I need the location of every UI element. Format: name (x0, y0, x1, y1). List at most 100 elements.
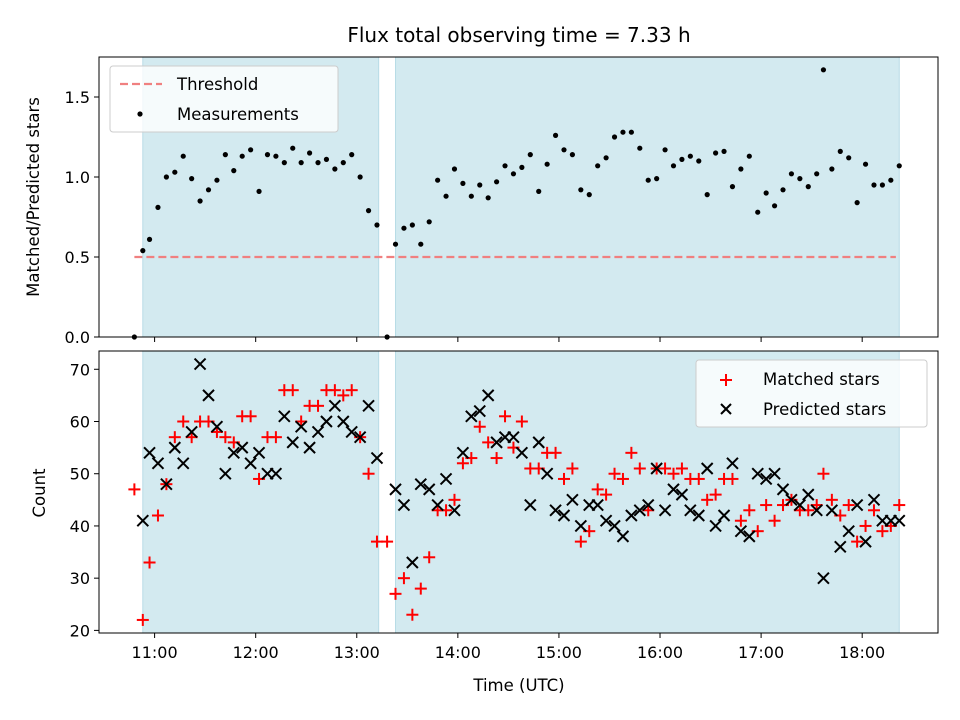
legend-threshold-label: Threshold (176, 75, 258, 94)
measurement-point (814, 171, 820, 177)
predicted-stars-point (465, 410, 478, 423)
measurement-point (746, 153, 752, 159)
matched-stars-point (667, 467, 680, 480)
predicted-stars-point (269, 467, 283, 480)
predicted-stars-point (337, 415, 350, 428)
predicted-stars-point (734, 524, 748, 538)
matched-stars-point (337, 389, 350, 402)
predicted-stars-point (431, 498, 444, 512)
measurement-point (837, 148, 843, 154)
x-tick-label: 18:00 (839, 643, 885, 662)
measurement-point (670, 163, 677, 169)
predicted-stars-point (658, 504, 672, 517)
x-axis-label: Time (UTC) (472, 676, 564, 695)
legend-predicted-swatch (720, 403, 732, 415)
legend-measurements-swatch (137, 111, 143, 117)
matched-stars-point (616, 472, 629, 485)
matched-stars-point (456, 457, 469, 470)
predicted-stars-point (185, 425, 198, 439)
predicted-stars-point (389, 483, 402, 496)
measurement-point (595, 163, 601, 169)
measurement-point (654, 176, 660, 182)
predicted-stars-point (692, 509, 705, 522)
predicted-stars-point (177, 457, 190, 470)
predicted-stars-point (574, 519, 588, 533)
measurement-point (323, 156, 330, 162)
predicted-stars-point (490, 436, 503, 449)
matched-stars-point (743, 504, 756, 517)
predicted-stars-point (591, 498, 604, 512)
matched-stars-point (473, 420, 486, 433)
predicted-stars-point (473, 404, 486, 418)
matched-stars-point (490, 452, 503, 465)
y-tick-label: 70 (70, 360, 90, 379)
matched-stars-point (128, 483, 141, 496)
predicted-stars-point (675, 488, 689, 501)
measurement-point (854, 200, 860, 206)
measurement-point (896, 163, 902, 169)
predicted-stars-point (227, 446, 240, 460)
matched-stars-point (760, 499, 773, 512)
predicted-stars-point (599, 514, 613, 527)
predicted-stars-point (642, 498, 655, 512)
x-tick-label: 17:00 (738, 643, 784, 662)
predicted-stars-point (252, 446, 266, 460)
measurement-point (281, 160, 287, 166)
top-panel-frame (98, 56, 939, 338)
measurement-point (519, 164, 525, 170)
predicted-stars-point (524, 498, 537, 512)
predicted-stars-point (667, 483, 680, 496)
measurement-point (645, 177, 651, 183)
predicted-stars-point (867, 493, 881, 507)
measurement-point (755, 209, 761, 215)
x-tick-label: 14:00 (435, 643, 481, 662)
matched-stars-point (825, 493, 838, 506)
predicted-stars-point (717, 509, 731, 522)
measurement-point (704, 192, 710, 198)
predicted-stars-point (566, 493, 579, 507)
measurement-point (510, 171, 517, 177)
y-tick-label: 60 (70, 413, 90, 432)
y-tick-label: 40 (70, 517, 90, 536)
predicted-stars-point (743, 530, 756, 543)
predicted-stars-point (625, 509, 638, 522)
legend-predicted-label: Predicted stars (763, 400, 886, 419)
x-tick-label: 16:00 (637, 643, 683, 662)
matched-stars-point (515, 415, 528, 428)
predicted-stars-point (320, 415, 333, 428)
measurement-point (611, 134, 618, 140)
measurement-point (468, 193, 474, 199)
measurement-point (451, 166, 458, 172)
matched-stars-point (397, 572, 410, 585)
predicted-stars-point (219, 467, 232, 480)
predicted-stars-point (414, 477, 427, 491)
measurement-point (273, 153, 279, 159)
matched-stars-point (168, 431, 181, 444)
matched-stars-point (768, 514, 781, 527)
predicted-stars-point (684, 504, 697, 517)
measurement-point (502, 163, 508, 169)
measurement-point (401, 225, 407, 231)
matched-stars-point (499, 410, 512, 423)
bottom-panel-legend: Matched stars Predicted stars (695, 359, 928, 428)
measurement-point (552, 132, 559, 138)
predicted-stars-point (202, 389, 215, 402)
predicted-stars-point (160, 477, 173, 491)
predicted-stars-point (286, 436, 299, 449)
measurement-point (679, 156, 685, 162)
matched-stars-point (389, 587, 402, 600)
predicted-stars-point (633, 504, 647, 517)
matched-stars-point (136, 613, 149, 626)
measurement-point (140, 248, 146, 254)
predicted-stars-point (362, 399, 375, 413)
predicted-stars-point (303, 441, 316, 454)
measurement-point (662, 147, 668, 153)
predicted-stars-point (481, 389, 495, 402)
matched-stars-point (151, 509, 164, 522)
measurement-point (628, 129, 634, 135)
measurement-point (349, 152, 355, 158)
predicted-stars-point (817, 571, 830, 585)
matched-stars-point (423, 551, 436, 564)
predicted-stars-point (244, 457, 257, 470)
legend-matched-label: Matched stars (763, 370, 880, 389)
